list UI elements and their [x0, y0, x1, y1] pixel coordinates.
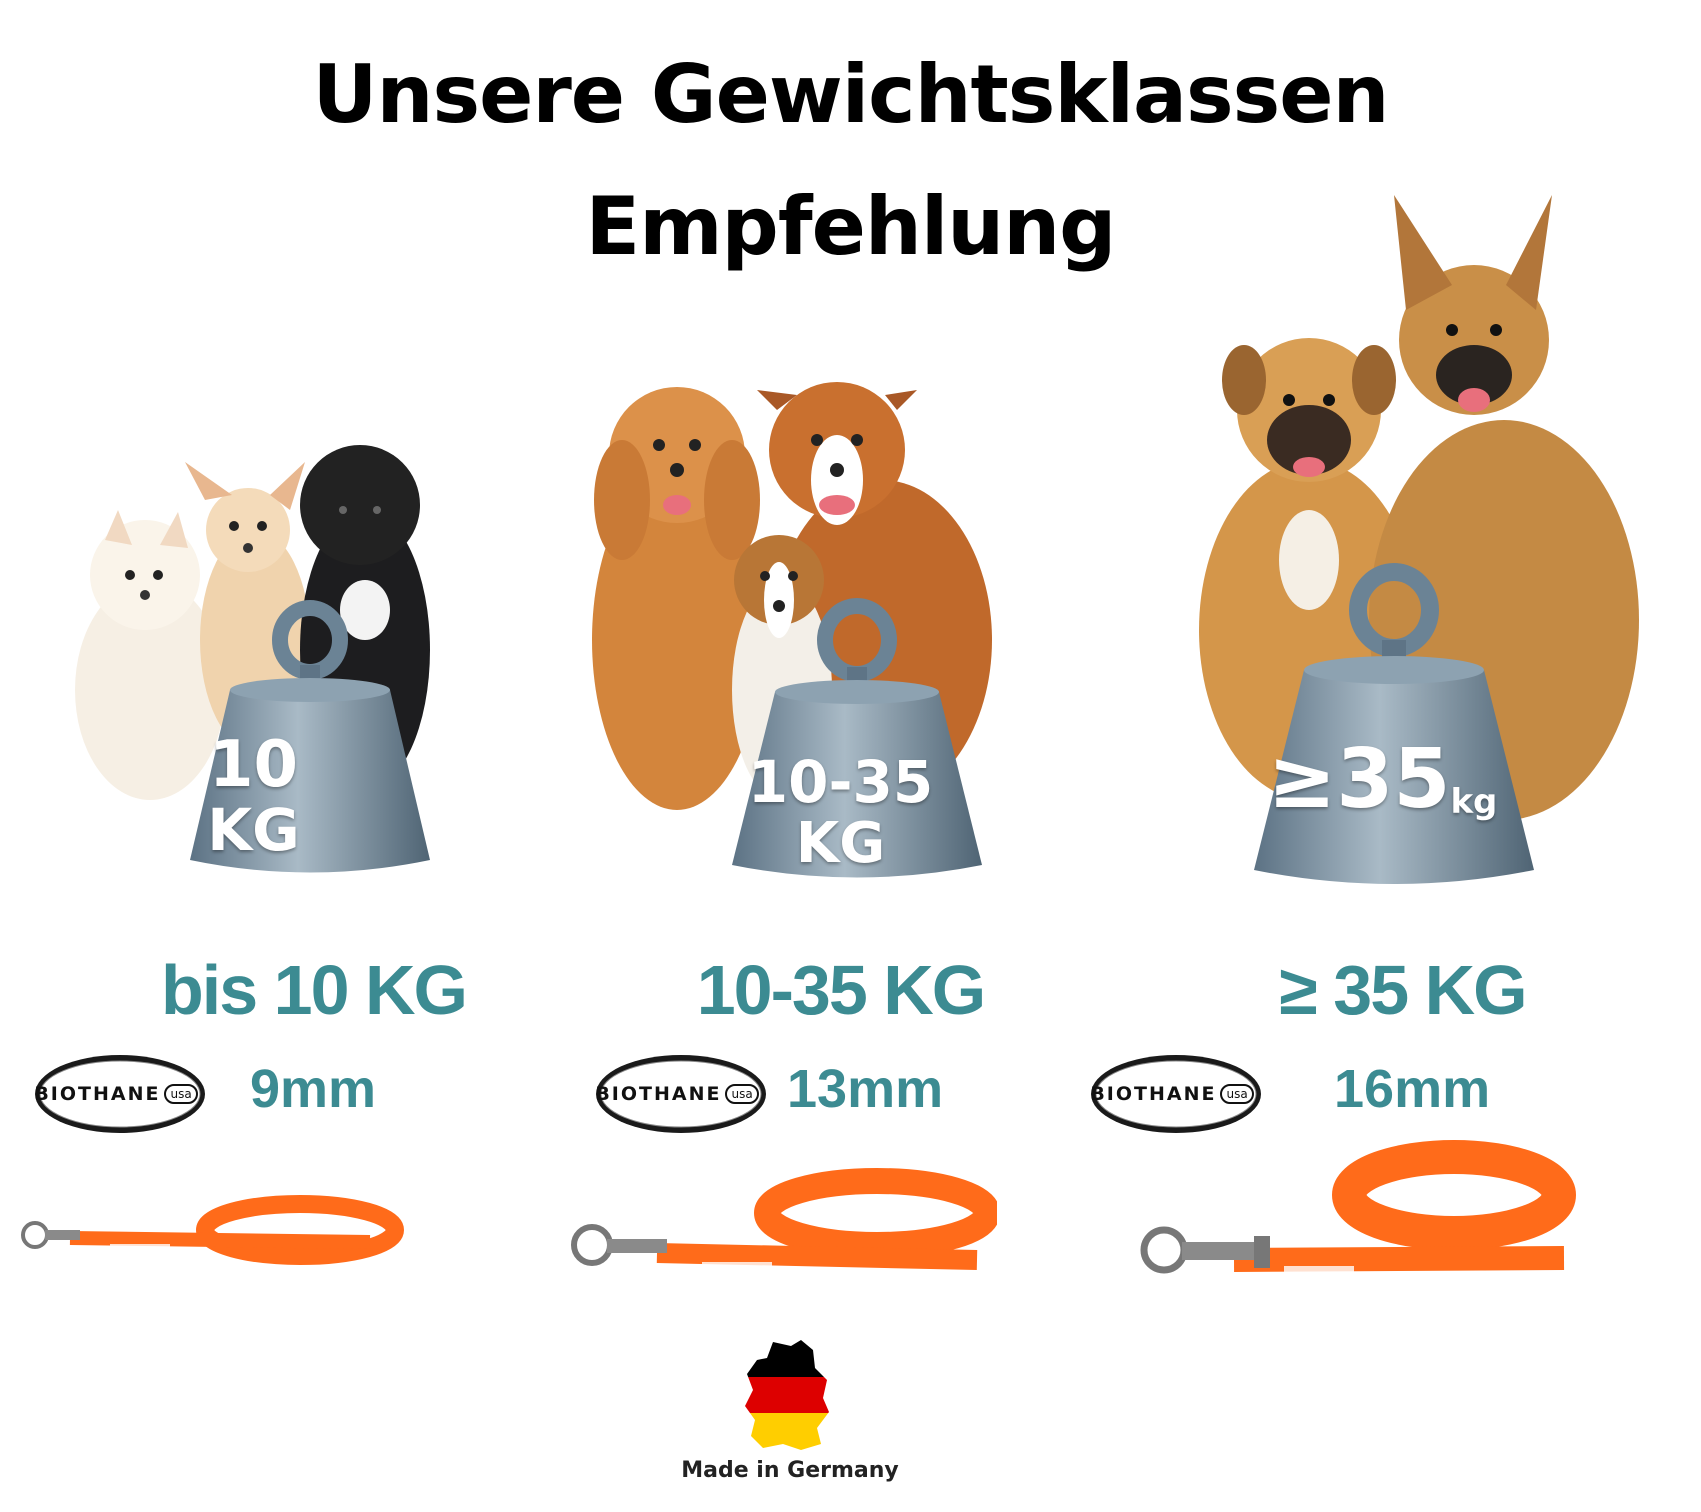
- weight-class-label: 10-35 KG: [696, 951, 986, 1029]
- weight-class-small: 10 KG bis 10 KG BIOTHANE usa 9mm: [0, 0, 567, 1512]
- weight-icon: [732, 598, 982, 878]
- weight-unit: KG: [795, 811, 886, 876]
- biothane-logo: BIOTHANE usa: [1088, 1052, 1264, 1136]
- weight-value: ≥35kg: [1267, 732, 1498, 827]
- page-title: Unsere Gewichtsklassen: [312, 48, 1390, 141]
- leash-width: 16mm: [1334, 1059, 1491, 1119]
- weight-icon: [190, 600, 430, 873]
- weight-value: 10: [208, 728, 299, 802]
- dog-poodle: [300, 445, 430, 790]
- leash-icon: [21, 1195, 404, 1265]
- small-dogs-illustration: [75, 445, 430, 873]
- weight-value: 10-35: [747, 748, 934, 816]
- weight-class-label: ≥ 35 KG: [1279, 951, 1527, 1029]
- dog-cocker-spaniel: [592, 387, 762, 810]
- biothane-logo: BIOTHANE usa: [593, 1052, 769, 1136]
- page-subtitle: Empfehlung: [585, 180, 1117, 273]
- weight-unit: kg: [1450, 782, 1498, 822]
- weight-class-medium: 10-35 KG 10-35 KG BIOTHANE usa 13mm: [567, 0, 1134, 1512]
- weight-icon: [1254, 563, 1534, 884]
- weight-class-large: ≥35kg ≥ 35 KG BIOTHANE usa 16mm: [1090, 0, 1701, 1512]
- made-in-germany-label: Made in Germany: [681, 1458, 899, 1483]
- weight-unit: KG: [207, 796, 300, 864]
- leash-icon: [1140, 1140, 1576, 1274]
- weight-class-label: bis 10 KG: [161, 951, 468, 1029]
- germany-flag-map-icon: [745, 1340, 829, 1450]
- leash-width: 9mm: [250, 1059, 377, 1119]
- leash-width: 13mm: [787, 1059, 944, 1119]
- large-dogs-illustration: [1199, 195, 1639, 884]
- biothane-logo: BIOTHANE usa: [32, 1052, 208, 1136]
- dog-mastiff: [1199, 338, 1419, 800]
- dog-pomeranian: [75, 510, 225, 800]
- leash-icon: [571, 1168, 997, 1270]
- medium-dogs-illustration: [592, 382, 992, 878]
